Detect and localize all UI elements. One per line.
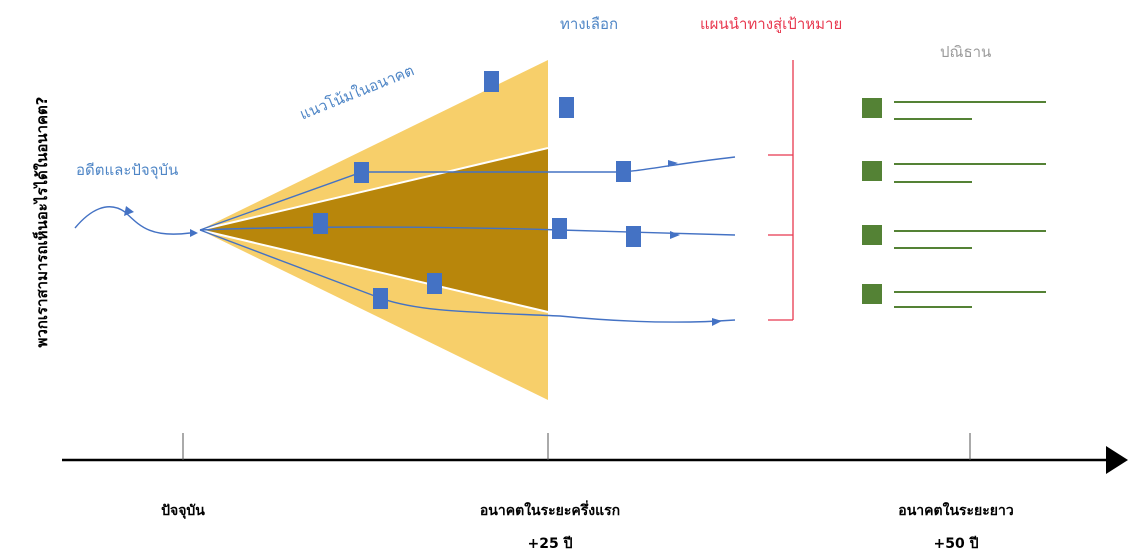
time-axis [62, 433, 1128, 474]
option-node [552, 218, 567, 239]
path-lower-arrow [712, 318, 722, 326]
manifesto-label: ปณิธาน [940, 43, 992, 61]
past-arrow [124, 206, 134, 216]
trend-node [484, 71, 499, 92]
manifesto-node [862, 225, 882, 245]
y-axis-title: พวกเราสามารถเห็นอะไรได้ในอนาคต? [33, 96, 51, 348]
trend-node [354, 162, 369, 183]
time-axis-arrow [1106, 446, 1128, 474]
option-node [616, 161, 631, 182]
path-upper [199, 156, 736, 231]
timeline-50-label: อนาคตในระยะยาว [898, 503, 1014, 519]
path-upper-arrow [668, 160, 678, 167]
cone-edge-upper [199, 147, 549, 231]
cone-edge-lower [199, 229, 549, 313]
past-present-path [74, 206, 191, 235]
timeline-present-label: ปัจจุบัน [161, 503, 205, 519]
timeline-25-sublabel: +25 ปี [527, 536, 573, 552]
option-node [626, 226, 641, 247]
manifesto-list [862, 98, 1046, 308]
path-middle-arrow [670, 231, 680, 239]
past-arrow-end [190, 229, 198, 237]
roadmap-bracket [768, 60, 794, 321]
trend-node [313, 213, 328, 234]
manifesto-node [862, 161, 882, 181]
options-label: ทางเลือก [560, 15, 619, 33]
path-lower [199, 229, 736, 323]
future-cone-inner [200, 148, 548, 312]
timeline-25-label: อนาคตในระยะครึ่งแรก [479, 503, 621, 519]
path-middle [199, 226, 736, 236]
timeline-50-sublabel: +50 ปี [933, 536, 979, 552]
past-present-label: อดีตและปัจจุบัน [76, 161, 179, 179]
trend-node [373, 288, 388, 309]
option-node [559, 97, 574, 118]
trend-node [427, 273, 442, 294]
manifesto-node [862, 98, 882, 118]
roadmap-label: แผนนำทางสู่เป้าหมาย [700, 15, 843, 33]
manifesto-node [862, 284, 882, 304]
